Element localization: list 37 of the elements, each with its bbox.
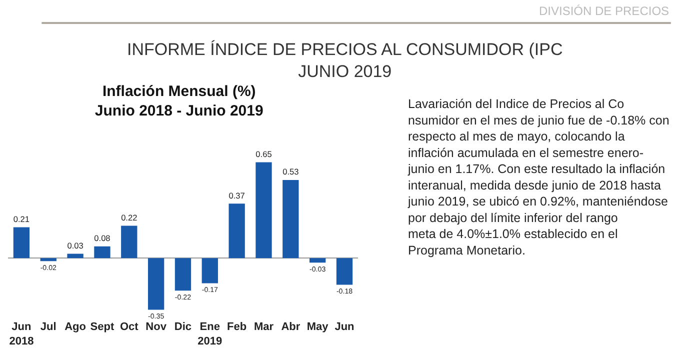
data-label: 0.22 — [121, 212, 138, 222]
bar — [174, 258, 192, 291]
data-label: 0.65 — [256, 149, 272, 160]
x-tick-label: Jul — [40, 321, 56, 333]
x-tick-label: Jun 2018 — [9, 321, 34, 348]
bar — [256, 162, 272, 258]
text: Lavariación del Indice de Precios al Co nsumidor en el mes de junio fue de -0.18% con respecto al mes de mayo, colocando la inflación acumulada en el semestre enero- junio en 1.17%. Con este resultado la inflación interanual, medida desde junio de 2018 hasta junio 2019, se ubicó en 0.92%, manteniéndose por debajo del límite inferior del rango meta de 4.0%±1.0% establecido en el Programa Monetario. — [408, 97, 670, 258]
x-tick-label: Dic — [174, 321, 192, 333]
data-label: 0.03 — [67, 240, 84, 250]
data-label: 0.08 — [94, 233, 111, 244]
bar — [13, 227, 30, 258]
x-tick-label: Mar — [254, 321, 274, 333]
bar — [94, 246, 110, 258]
bar — [228, 204, 245, 258]
data-label: 0.37 — [228, 190, 246, 200]
text: INFORME ÍNDICE DE PRECIOS AL CONSUMIDOR (IPC JUNIO 2019 — [127, 40, 563, 82]
text: DIVISIÓN DE PRECIOS — [539, 4, 670, 18]
data-label: 0.21 — [13, 214, 30, 224]
bar — [202, 258, 218, 284]
x-tick-label: Abr — [281, 321, 301, 333]
bar — [310, 258, 326, 263]
bar — [121, 226, 138, 258]
x-tick-label: Sept — [90, 321, 114, 333]
bar — [282, 180, 299, 258]
bar — [40, 258, 56, 262]
bar — [67, 254, 84, 258]
x-tick-label: May — [306, 321, 330, 333]
bar — [148, 258, 164, 310]
x-tick-label: Oct — [120, 321, 139, 333]
x-tick-label: Ago — [64, 321, 86, 333]
data-label: 0.53 — [282, 166, 300, 177]
x-tick-label: Nov — [146, 321, 168, 333]
x-tick-label: Feb — [227, 321, 247, 333]
x-tick-label: Jun — [334, 321, 355, 333]
bar — [336, 258, 353, 285]
x-tick-label: Ene 2019 — [198, 321, 222, 348]
chart-title: Inflación Mensual (%) Junio 2018 - Junio 2019 — [94, 83, 264, 120]
